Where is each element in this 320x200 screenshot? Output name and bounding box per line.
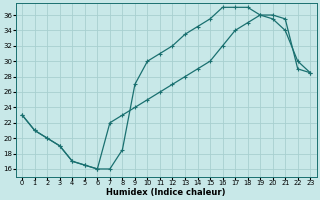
X-axis label: Humidex (Indice chaleur): Humidex (Indice chaleur) bbox=[107, 188, 226, 197]
